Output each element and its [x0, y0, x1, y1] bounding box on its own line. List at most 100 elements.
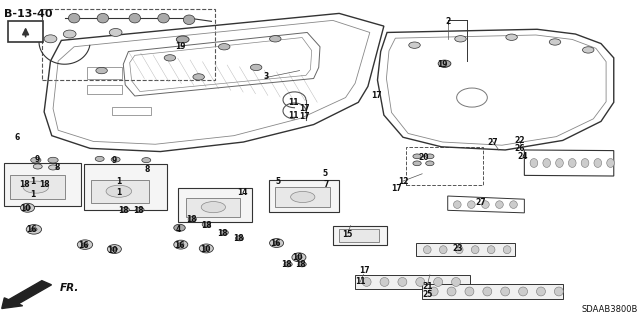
Bar: [8, 21, 44, 42]
Ellipse shape: [269, 36, 281, 42]
Text: 11: 11: [288, 111, 298, 120]
Ellipse shape: [49, 165, 58, 170]
Ellipse shape: [111, 157, 120, 162]
Ellipse shape: [509, 201, 517, 208]
Text: 27: 27: [476, 198, 486, 207]
Ellipse shape: [292, 253, 306, 262]
Text: 2: 2: [445, 17, 451, 26]
Text: 17: 17: [299, 104, 309, 113]
Text: 11: 11: [288, 98, 298, 107]
Text: 24: 24: [518, 152, 529, 161]
Bar: [178, 188, 252, 222]
Text: 18: 18: [186, 215, 196, 224]
Text: 18: 18: [20, 181, 30, 189]
Ellipse shape: [121, 207, 129, 212]
Text: 18: 18: [233, 234, 244, 243]
Ellipse shape: [481, 201, 489, 208]
Text: 15: 15: [342, 230, 353, 239]
Ellipse shape: [413, 154, 421, 159]
Ellipse shape: [416, 278, 425, 286]
Ellipse shape: [26, 225, 42, 234]
Bar: [113, 107, 151, 115]
Ellipse shape: [467, 201, 475, 208]
Ellipse shape: [426, 154, 434, 159]
Text: 18: 18: [282, 260, 292, 270]
Ellipse shape: [530, 159, 538, 167]
Ellipse shape: [63, 30, 76, 38]
Text: 23: 23: [452, 244, 463, 253]
Ellipse shape: [250, 64, 262, 70]
Ellipse shape: [176, 36, 189, 43]
Text: 16: 16: [79, 241, 89, 250]
Ellipse shape: [465, 287, 474, 296]
Bar: [269, 180, 339, 212]
Ellipse shape: [398, 278, 407, 286]
Ellipse shape: [199, 244, 213, 253]
Ellipse shape: [96, 67, 108, 74]
Text: 18: 18: [218, 229, 228, 238]
Ellipse shape: [495, 201, 503, 208]
Text: 1: 1: [116, 188, 122, 197]
Text: 10: 10: [20, 204, 30, 213]
Ellipse shape: [97, 13, 109, 23]
Text: 3: 3: [263, 72, 268, 81]
Text: 11: 11: [355, 277, 365, 286]
Bar: [333, 226, 387, 245]
Ellipse shape: [188, 217, 196, 222]
Ellipse shape: [456, 246, 463, 254]
Ellipse shape: [440, 246, 447, 254]
Ellipse shape: [106, 185, 132, 197]
Ellipse shape: [452, 278, 461, 286]
Ellipse shape: [447, 287, 456, 296]
Ellipse shape: [380, 278, 389, 286]
Ellipse shape: [454, 201, 461, 208]
Ellipse shape: [164, 55, 175, 61]
Ellipse shape: [20, 203, 35, 212]
Ellipse shape: [77, 240, 93, 249]
Text: B-13-40: B-13-40: [4, 9, 52, 19]
Ellipse shape: [503, 246, 511, 254]
Bar: [10, 175, 65, 199]
Text: 4: 4: [175, 225, 181, 234]
Ellipse shape: [269, 239, 284, 248]
Ellipse shape: [129, 13, 141, 23]
Ellipse shape: [284, 262, 292, 267]
Bar: [339, 229, 379, 242]
Ellipse shape: [409, 42, 420, 48]
Text: 19: 19: [437, 60, 448, 69]
Ellipse shape: [549, 39, 561, 45]
Ellipse shape: [291, 191, 315, 203]
Text: 1: 1: [30, 190, 35, 199]
Text: 1: 1: [30, 177, 35, 186]
Ellipse shape: [362, 278, 371, 286]
Ellipse shape: [201, 202, 225, 213]
Ellipse shape: [439, 61, 451, 67]
Ellipse shape: [434, 278, 443, 286]
Bar: [92, 180, 149, 203]
Ellipse shape: [236, 236, 244, 241]
Ellipse shape: [158, 13, 170, 23]
Text: 10: 10: [108, 246, 118, 255]
Bar: [416, 243, 515, 256]
Text: 18: 18: [133, 206, 144, 215]
Text: 22: 22: [514, 136, 525, 145]
Ellipse shape: [48, 157, 58, 163]
Ellipse shape: [483, 287, 492, 296]
Ellipse shape: [607, 159, 614, 167]
Text: 10: 10: [200, 245, 211, 254]
Text: 21: 21: [422, 282, 433, 291]
Ellipse shape: [142, 158, 151, 163]
Ellipse shape: [536, 287, 545, 296]
Ellipse shape: [424, 246, 431, 254]
Ellipse shape: [506, 34, 517, 41]
Ellipse shape: [218, 44, 230, 50]
Bar: [355, 275, 470, 289]
Text: 14: 14: [237, 188, 247, 197]
Text: 16: 16: [174, 241, 185, 250]
Ellipse shape: [203, 247, 209, 250]
Text: 26: 26: [514, 144, 525, 153]
Ellipse shape: [594, 159, 602, 167]
Ellipse shape: [582, 47, 594, 53]
Text: SDAAB3800B: SDAAB3800B: [582, 305, 638, 314]
Bar: [186, 197, 240, 217]
